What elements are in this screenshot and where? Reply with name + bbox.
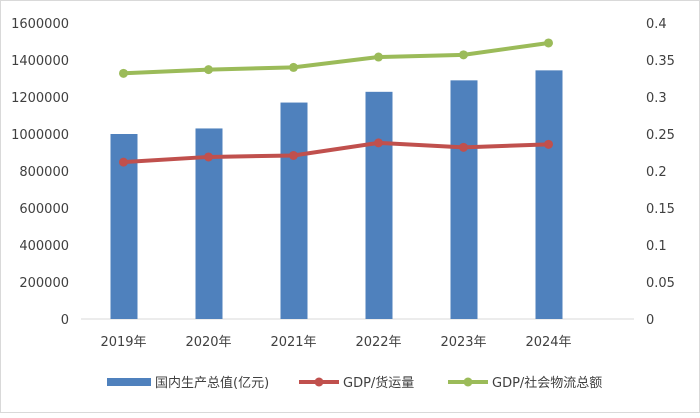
data-point [544, 139, 553, 149]
data-point [459, 50, 468, 60]
y-left-tick-label: 200000 [19, 276, 69, 291]
y-right-tick-label: 0.25 [646, 128, 675, 143]
data-point [374, 138, 383, 148]
y-left-tick-label: 0 [61, 313, 69, 328]
y-left-tick-label: 1600000 [11, 17, 69, 32]
y-right-tick-label: 0.35 [646, 54, 675, 69]
y-left-tick-label: 1200000 [11, 91, 69, 106]
y-right-tick-label: 0.3 [646, 91, 667, 106]
bar [365, 91, 393, 319]
data-point [204, 152, 213, 162]
series-line [123, 40, 549, 76]
x-tick-label: 2021年 [270, 335, 316, 350]
y-right-tick-label: 0.1 [646, 239, 667, 254]
y-right-tick-label: 0.05 [646, 276, 675, 291]
series-line [123, 140, 549, 165]
legend-label: 国内生产总值(亿元) [155, 375, 269, 391]
bar [450, 80, 478, 319]
legend-swatch [107, 378, 151, 386]
y-right-tick-label: 0.15 [646, 202, 675, 217]
x-tick-label: 2023年 [440, 335, 486, 350]
data-point [119, 68, 128, 78]
y-left-tick-label: 400000 [19, 239, 69, 254]
y-left-tick-label: 800000 [19, 165, 69, 180]
y-left-tick-label: 600000 [19, 202, 69, 217]
data-point [289, 150, 298, 160]
y-right-tick-label: 0.4 [646, 17, 667, 32]
y-right-tick-label: 0.2 [646, 165, 667, 180]
data-point [119, 157, 128, 167]
y-left-tick-label: 1400000 [11, 54, 69, 69]
legend-label: GDP/货运量 [343, 375, 414, 391]
data-point [459, 142, 468, 152]
y-left-tick-label: 1000000 [11, 128, 69, 143]
data-point [289, 62, 298, 72]
x-tick-label: 2024年 [525, 335, 571, 350]
legend-marker [463, 377, 473, 387]
y-right-tick-label: 0 [646, 313, 654, 328]
x-tick-label: 2020年 [185, 335, 231, 350]
x-tick-label: 2019年 [100, 335, 146, 350]
legend-marker [314, 377, 324, 387]
x-tick-label: 2022年 [355, 335, 401, 350]
bar [280, 102, 308, 319]
data-point [204, 65, 213, 75]
data-point [374, 52, 383, 62]
data-point [544, 38, 553, 48]
bar [535, 70, 563, 319]
legend-label: GDP/社会物流总额 [492, 375, 602, 391]
